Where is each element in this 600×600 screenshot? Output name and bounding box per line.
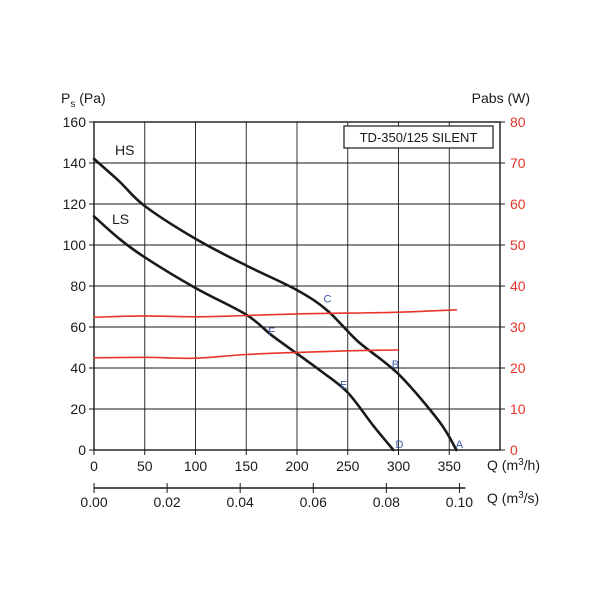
operating-point-labels: A B C D E F xyxy=(268,293,463,451)
operating-point-label: A xyxy=(456,439,464,451)
grid xyxy=(94,122,500,450)
right-tick-label: 20 xyxy=(510,360,526,376)
model-label: TD-350/125 SILENT xyxy=(360,130,478,145)
left-tick-label: 20 xyxy=(70,401,86,417)
left-tick-label: 80 xyxy=(70,278,86,294)
x-tick-label: 200 xyxy=(285,458,309,474)
x2-axis-title: Q (m3/s) xyxy=(487,490,539,506)
left-tick-label: 140 xyxy=(63,155,87,171)
x-tick-label: 50 xyxy=(137,458,153,474)
left-tick-label: 120 xyxy=(63,196,87,212)
right-tick-label: 0 xyxy=(510,442,518,458)
left-tick-label: 40 xyxy=(70,360,86,376)
operating-point-label: B xyxy=(392,359,399,371)
x-tick-label: 100 xyxy=(184,458,208,474)
right-tick-label: 80 xyxy=(510,114,526,130)
right-tick-label: 50 xyxy=(510,237,526,253)
operating-point-label: F xyxy=(268,326,275,338)
x2-tick-label: 0.02 xyxy=(153,494,180,510)
series-layer xyxy=(92,157,458,452)
left-axis-ticks: 0 20 40 60 80 100 120 140 160 xyxy=(63,114,94,458)
x-tick-label: 250 xyxy=(336,458,360,474)
operating-point-label: E xyxy=(340,379,347,391)
left-tick-label: 0 xyxy=(78,442,86,458)
x2-tick-label: 0.04 xyxy=(227,494,254,510)
x2-tick-label: 0.00 xyxy=(80,494,107,510)
x-axis-title: Q (m3/h) xyxy=(487,457,540,473)
operating-point-label: D xyxy=(396,439,404,451)
left-tick-label: 160 xyxy=(63,114,87,130)
right-axis-title: Pabs (W) xyxy=(472,90,530,106)
operating-point-label: C xyxy=(323,293,331,305)
series-label-ls: LS xyxy=(112,211,129,227)
right-tick-label: 60 xyxy=(510,196,526,212)
left-axis-title: Ps (Pa) xyxy=(61,90,106,110)
left-tick-label: 60 xyxy=(70,319,86,335)
model-label-border xyxy=(343,125,494,149)
right-axis-ticks: 0 10 20 30 40 50 60 70 80 xyxy=(500,114,526,458)
x-tick-label: 150 xyxy=(235,458,259,474)
pressure-curve-ls xyxy=(92,215,395,452)
right-tick-label: 40 xyxy=(510,278,526,294)
x-tick-label: 300 xyxy=(387,458,411,474)
left-tick-label: 100 xyxy=(63,237,87,253)
x-axis-ticks: 0 50 100 150 200 250 300 350 xyxy=(90,450,461,474)
pressure-curve-hs xyxy=(92,157,458,452)
secondary-x-axis: 0.00 0.02 0.04 0.06 0.08 0.10 xyxy=(80,483,473,510)
x2-tick-label: 0.10 xyxy=(446,494,473,510)
power-curve xyxy=(93,349,400,360)
power-curve xyxy=(93,309,458,318)
right-tick-label: 70 xyxy=(510,155,526,171)
x2-tick-label: 0.08 xyxy=(373,494,400,510)
x-tick-label: 350 xyxy=(438,458,462,474)
right-tick-label: 30 xyxy=(510,319,526,335)
x-tick-label: 0 xyxy=(90,458,98,474)
right-tick-label: 10 xyxy=(510,401,526,417)
model-label-box: TD-350/125 SILENT xyxy=(343,125,494,149)
x2-tick-label: 0.06 xyxy=(300,494,327,510)
series-label-hs: HS xyxy=(115,142,134,158)
